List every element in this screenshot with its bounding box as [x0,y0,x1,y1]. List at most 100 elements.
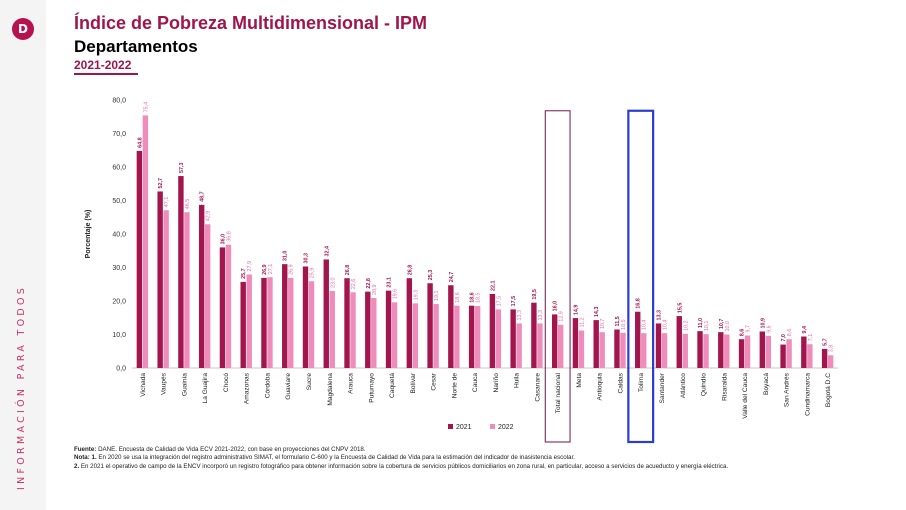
bar-2022 [557,324,564,368]
bar-2022 [744,335,751,368]
data-label-2022: 27,1 [268,264,274,275]
period-label: 2021-2022 [74,58,132,72]
bar-2022 [599,332,605,368]
bar-2021 [219,247,226,368]
bar-2022 [184,212,190,368]
data-label-2022: 13,3 [517,310,523,321]
data-label-2021: 19,5 [532,289,538,300]
data-label-2021: 8,6 [740,329,746,337]
data-label-2022: 42,9 [206,211,212,222]
note-1: Nota: 1. En 2020 se usa la integración d… [74,454,854,462]
data-label-2022: 3,8 [829,345,835,353]
bar-2022 [765,335,772,368]
x-tick-label: Huila [514,373,521,388]
data-label-2022: 23,0 [330,277,336,288]
bar-2022 [703,334,709,368]
x-tick-label: Putumayo [368,373,375,403]
bar-2022 [267,277,273,368]
data-label-2021: 18,6 [470,292,476,303]
data-label-2021: 15,5 [677,303,683,314]
x-tick-label: Arauca [348,373,355,394]
bar-2021 [365,291,371,368]
x-tick-label: Amazonas [244,372,251,404]
data-label-2021: 17,5 [511,296,517,307]
data-label-2022: 10,2 [683,320,689,331]
bar-2022 [329,290,335,368]
x-tick-label: Antioquia [597,373,604,401]
bar-2022 [724,334,730,368]
data-label-2022: 19,3 [413,290,419,301]
bar-2021 [572,318,579,368]
bar-2022 [454,305,460,368]
data-label-2022: 25,9 [310,268,316,279]
data-label-2022: 7,1 [808,334,814,342]
bar-2021 [635,311,641,368]
x-tick-label: Total nacional [555,372,562,413]
highlight-frame [544,110,571,443]
bar-2021 [136,150,143,368]
source-text: DANE. Encuesta de Calidad de Vida ECV 20… [96,446,366,453]
bar-2022 [786,339,792,368]
data-label-2021: 24,7 [449,272,455,283]
data-label-2021: 52,7 [158,178,164,189]
data-label-2022: 22,6 [351,279,357,290]
data-label-2021: 23,1 [387,277,393,288]
data-label-2022: 19,1 [434,291,440,302]
x-tick-label: Magdalena [327,373,334,406]
data-label-2022: 11,2 [579,317,585,327]
x-tick-label: Vaupés [161,372,168,395]
x-tick-label: Cesar [431,372,438,390]
bar-2021 [655,323,662,368]
x-tick-label: Bogotá D.C [825,373,832,407]
bar-chart: 0,0 10,0 20,0 30,0 40,0 50,0 60,0 70,0 80,0 Porce… [85,98,838,444]
bar-2022 [204,224,211,368]
x-tick-label: Vichada [140,373,147,397]
x-tick-label: Boyacá [763,373,770,395]
y-axis-title: Porcentaje (%) [85,210,92,259]
brand-logo-icon: D [12,18,34,40]
bar-2021 [448,285,454,368]
data-label-2021: 10,9 [760,318,766,329]
bar-2021 [468,305,475,368]
x-tick-label: Casanare [534,373,541,402]
bar-2022 [578,330,585,368]
bar-2022 [246,274,252,368]
source-label: Fuente: [74,446,97,453]
page-subtitle: Departamentos [74,37,198,56]
data-label-2021: 5,7 [823,338,829,346]
data-label-2022: 10,0 [725,321,731,332]
note-2-text: En 2021 el operativo de campo de la ENCV… [79,462,729,470]
x-tick-label: Cundinamarca [804,373,811,416]
bar-2022 [288,277,294,368]
bar-2021 [801,336,807,368]
data-label-2022: 20,9 [372,284,378,295]
x-tick-label: Guainía [181,373,188,396]
bar-2021 [385,290,392,368]
note-2: 2. En 2021 el operativo de campo de la E… [74,463,854,471]
data-label-2022: 8,6 [787,329,793,337]
side-strip: D INFORMACIÓN PARA TODOS [0,0,46,510]
data-label-2021: 30,3 [304,253,310,264]
bar-2021 [427,283,433,368]
data-label-2022: 10,7 [600,319,606,330]
data-label-2022: 75,4 [143,102,149,113]
data-label-2021: 25,3 [428,270,434,281]
data-label-2021: 22,8 [366,278,372,289]
legend-swatch-2022 [490,424,495,429]
x-tick-label: Norte de [451,373,458,399]
data-label-2021: 13,3 [657,310,663,321]
y-tick-label: 50,0 [112,198,126,205]
x-tick-label: Cauca [472,373,479,392]
bar-2021 [344,278,350,368]
bar-2022 [516,323,522,368]
highlight-frame [627,109,655,444]
x-tick-label: Meta [576,373,583,388]
bar-2022 [661,333,668,368]
x-tick-label: Bolívar [410,372,417,393]
bar-2021 [198,204,205,368]
bar-2021 [614,329,620,368]
bar-2021 [261,277,267,368]
x-tick-label: Quindío [701,373,708,396]
legend-label-2021: 2021 [456,424,472,431]
page-title: Índice de Pobreza Multidimensional - IPM [74,13,428,33]
